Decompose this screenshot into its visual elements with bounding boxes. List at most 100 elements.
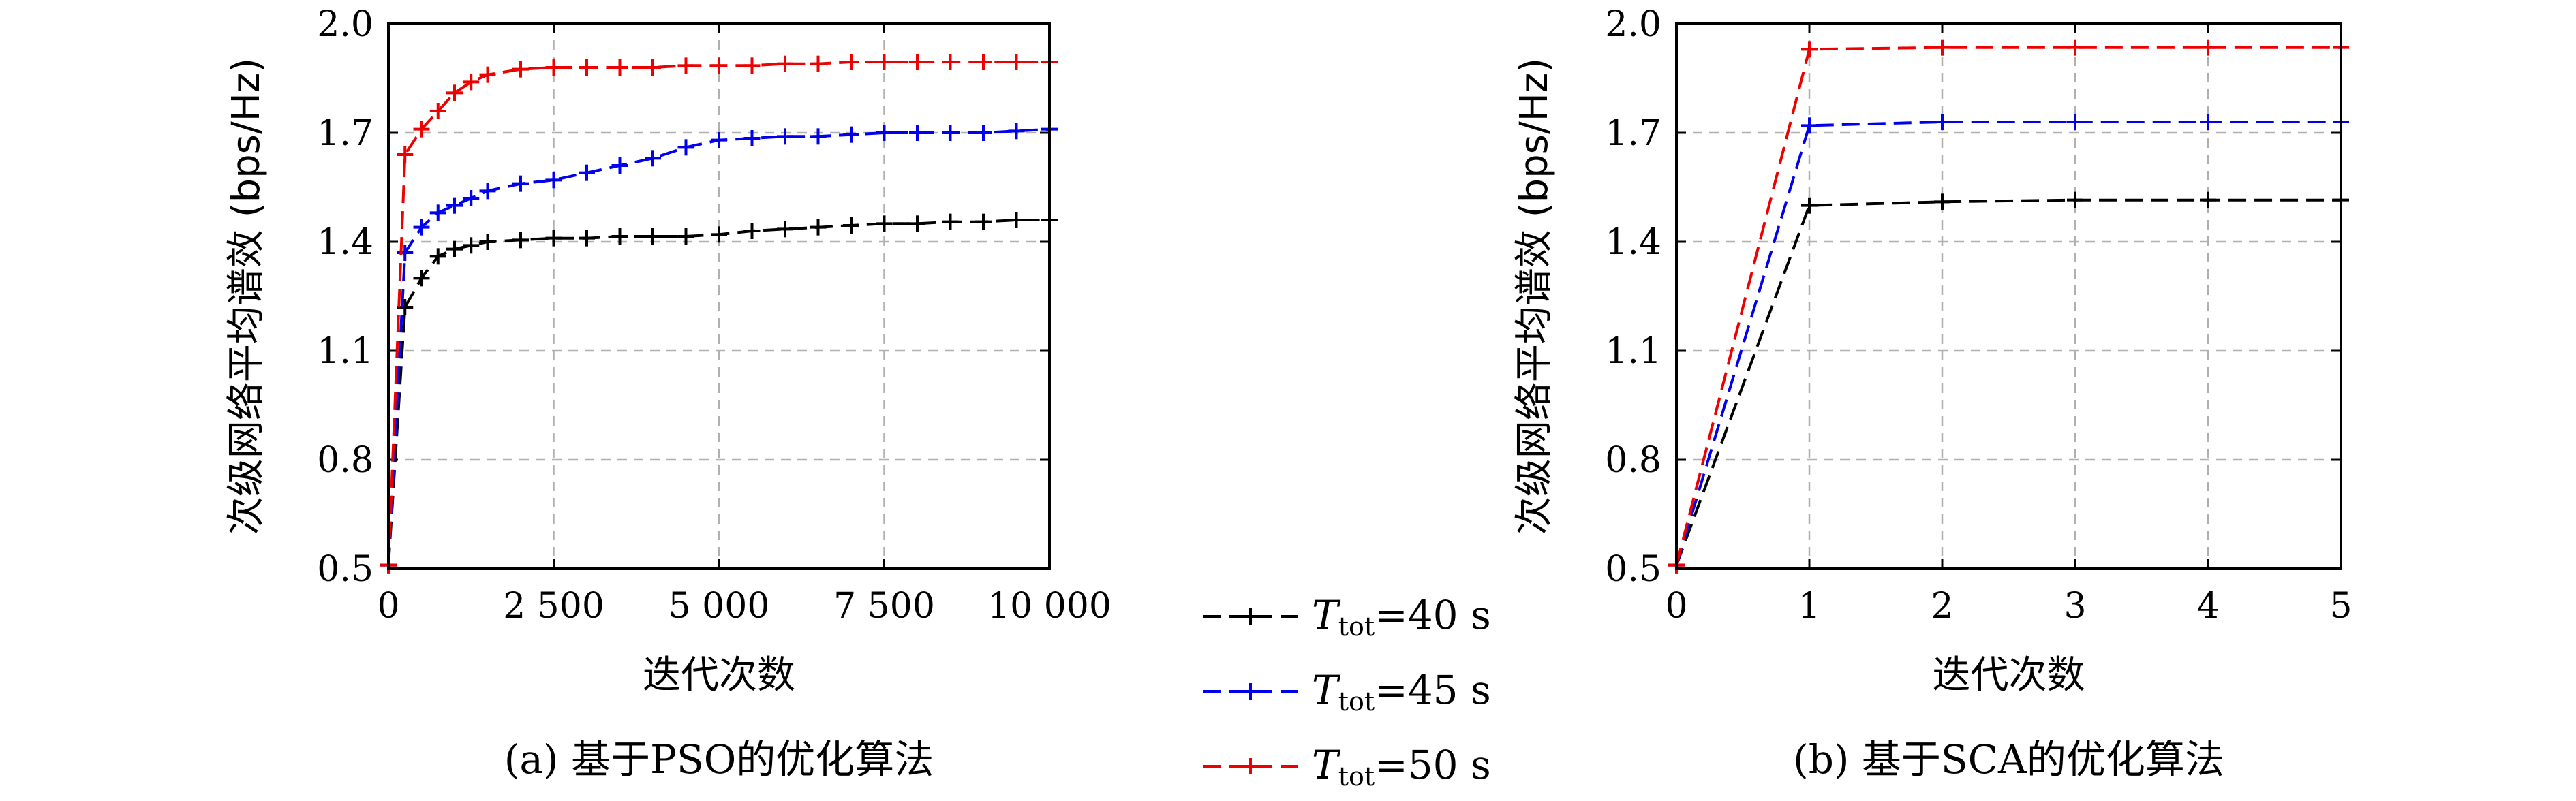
plot-frame [387,22,1051,570]
y-tick-label: 2.0 [1605,4,1661,45]
x-tick-label: 2 500 [503,586,604,627]
panel-caption: (a) 基于PSO的优化算法 [504,736,934,783]
series-line-0 [1675,198,2341,566]
data-point [810,128,827,145]
data-point [397,299,414,315]
y-tick-label: 1.7 [1605,113,1661,154]
data-point [645,59,661,76]
x-axis-title: 迭代次数 [1933,653,2085,697]
data-point [545,172,562,189]
data-point [711,57,727,74]
data-point [777,128,793,145]
legend-label: Ttot=40 s [1312,592,1491,642]
data-point [512,61,529,78]
data-point [463,74,480,91]
data-point [1934,193,1950,210]
data-point [777,221,793,238]
data-point [512,175,529,192]
data-point [2200,191,2216,208]
data-point [843,217,859,234]
data-point [2067,39,2083,56]
data-point [942,213,959,230]
data-point [942,125,959,141]
data-point [942,54,959,70]
data-point [909,54,925,70]
data-point [975,54,992,70]
data-point [579,59,595,76]
y-tick-label: 1.1 [1605,331,1661,372]
x-tick-label: 5 000 [669,586,770,627]
data-point [446,240,463,257]
x-tick-label: 10 000 [987,586,1111,627]
data-point [810,55,827,72]
data-point [611,157,628,174]
data-point [429,103,446,119]
data-point [975,213,992,230]
data-point [545,230,562,247]
y-axis-title: 次级网络平均谱效 (bps/Hz) [1512,58,1557,535]
legend-symbol: T [1312,592,1341,638]
legend-label: Ttot=45 s [1312,667,1491,717]
data-point [463,237,480,254]
data-point [876,215,893,232]
series-line-2 [1675,46,2341,566]
y-axis-title: 次级网络平均谱效 (bps/Hz) [224,58,269,535]
data-point [446,197,463,214]
data-point [843,126,859,143]
data-point [843,54,859,70]
data-point [909,125,925,141]
data-point [677,57,694,74]
legend-symbol: T [1312,667,1341,713]
x-tick-label: 7 500 [833,586,935,627]
data-point [413,121,430,138]
legend-symbol: T [1312,742,1341,788]
data-point [677,139,694,156]
data-point [743,223,761,239]
y-tick-label: 0.8 [1605,440,1661,481]
data-point [2067,191,2083,208]
legend-subscript: tot [1338,761,1375,791]
data-point [677,228,694,245]
data-point [1801,197,1818,214]
data-point [711,226,727,243]
legend-value: =40 s [1375,592,1491,638]
data-point [876,54,893,70]
legend-subscript: tot [1338,687,1375,717]
x-tick-label: 5 [2329,586,2352,627]
data-point [711,131,727,148]
data-point [1008,212,1025,228]
data-point [397,245,414,261]
data-point [479,234,496,250]
data-point [777,55,793,72]
x-tick-label: 4 [2196,586,2219,627]
data-point [413,270,430,287]
legend-item: Ttot=50 s [1203,742,1491,791]
data-point [645,228,661,245]
chart-panel-a: 0.5 0.8 1.1 1.4 1.7 2.0 0 2 500 5 000 7 500 10 000… [224,4,1111,783]
x-axis-title: 迭代次数 [643,653,795,697]
data-point [1008,123,1025,140]
data-point [743,130,761,146]
data-point [743,57,761,74]
data-point [512,232,529,249]
data-point [579,164,595,181]
legend-label: Ttot=50 s [1312,742,1491,791]
data-point [611,59,628,76]
data-point [1934,39,1950,56]
data-point [1801,41,1818,58]
plot-frame [1675,22,2342,570]
y-tick-label: 0.5 [1605,549,1661,590]
y-tick-label: 0.5 [317,549,373,590]
legend-value: =45 s [1375,667,1491,713]
data-point [2067,114,2083,130]
y-tick-label: 1.1 [317,331,373,372]
y-tick-label: 2.0 [317,4,373,45]
data-point [1934,114,1950,130]
x-tick-label: 2 [1931,586,1953,627]
data-point [429,248,446,265]
legend-subscript: tot [1338,612,1375,642]
data-point [579,230,595,247]
data-point [810,219,827,236]
data-point [2200,114,2216,130]
data-point [645,150,661,167]
